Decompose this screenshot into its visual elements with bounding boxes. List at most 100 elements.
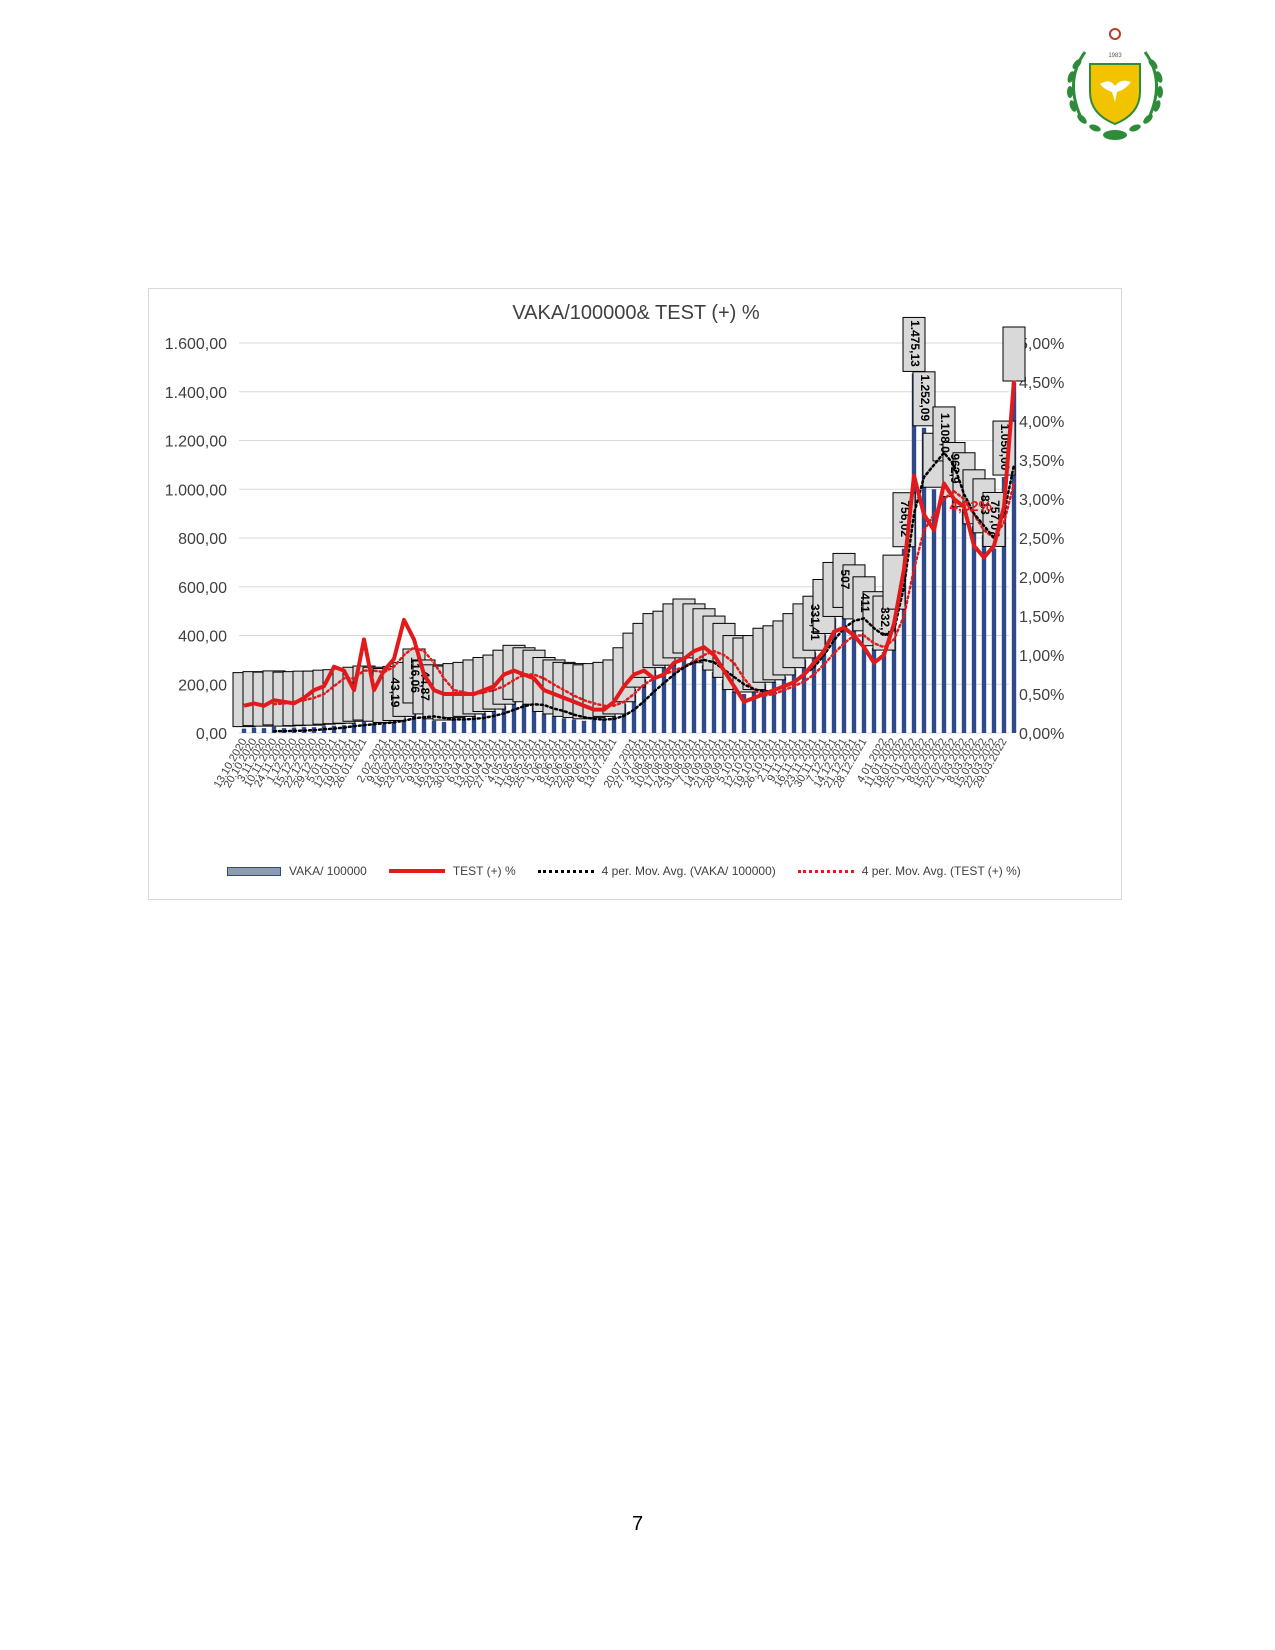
data-label-text: 43,19	[388, 677, 402, 707]
bar-vaka	[731, 691, 737, 733]
legend-label-vaka: VAKA/ 100000	[289, 864, 367, 878]
bar-vaka	[601, 718, 607, 733]
bar-vaka	[401, 718, 407, 733]
bar-vaka	[611, 715, 617, 733]
bar-vaka	[371, 723, 377, 733]
legend-item-test-avg: 4 per. Mov. Avg. (TEST (+) %)	[797, 864, 1021, 878]
bar-vaka	[791, 669, 797, 733]
data-label-box	[1002, 326, 1026, 382]
bar-vaka	[381, 724, 387, 733]
legend-item-vaka: VAKA/ 100000	[227, 864, 367, 878]
chart-title: VAKA/100000& TEST (+) %	[512, 302, 760, 324]
bar-vaka	[591, 719, 597, 733]
bar-vaka	[501, 706, 507, 733]
y-right-tick-label: 0,50%	[1019, 687, 1064, 704]
bar-vaka	[861, 632, 867, 733]
bar-vaka	[421, 715, 427, 733]
bar-vaka	[961, 508, 967, 733]
bar-vaka	[841, 609, 847, 733]
legend-item-vaka-avg: 4 per. Mov. Avg. (VAKA/ 100000)	[537, 864, 776, 878]
bar-vaka	[801, 659, 807, 733]
y-left-tick-label: 0,00	[196, 726, 227, 743]
bar-vaka	[351, 723, 357, 733]
bar-vaka	[241, 728, 247, 733]
bar-vaka	[671, 659, 677, 733]
data-label-box	[912, 371, 936, 427]
legend-label-test: TEST (+) %	[452, 864, 516, 878]
legend-swatch-dotted-black	[537, 869, 594, 873]
bar-vaka	[561, 718, 567, 733]
bar-vaka	[481, 713, 487, 733]
bar-vaka	[491, 711, 497, 733]
line-test-moving-average	[272, 482, 1016, 707]
bar-vaka	[971, 525, 977, 733]
y-left-tick-label: 1.400,00	[165, 385, 227, 402]
bar-vaka	[951, 498, 957, 733]
bar-vaka	[551, 715, 557, 733]
bar-vaka	[761, 684, 767, 733]
bar-vaka	[661, 667, 667, 733]
y-left-tick-label: 200,00	[178, 677, 227, 694]
bar-vaka	[941, 462, 947, 733]
bar-vaka	[911, 373, 917, 733]
bar-vaka	[681, 655, 687, 733]
bar-vaka	[821, 635, 827, 733]
data-label-text: 331,41	[808, 604, 822, 641]
bar-vaka	[511, 701, 517, 733]
chart-container: VAKA/100000& TEST (+) % 0,00 200,00 400,00 6…	[148, 288, 1122, 900]
bar-vaka	[881, 652, 887, 733]
y-left-tick-label: 1.600,00	[165, 336, 227, 353]
bar-vaka	[1011, 383, 1017, 733]
legend-item-test: TEST (+) %	[388, 864, 516, 878]
bar-vaka	[541, 713, 547, 733]
bar-vaka	[621, 703, 627, 733]
data-label-text: 813	[978, 495, 992, 515]
bar-vaka	[831, 618, 837, 733]
y-right-tick-label: 3,00%	[1019, 492, 1064, 509]
bar-vaka	[901, 548, 907, 733]
bar-vaka	[441, 722, 447, 733]
y-left-tick-label: 1.000,00	[165, 482, 227, 499]
crescent-icon	[1109, 28, 1121, 40]
data-label-text: 1.108,0	[938, 413, 952, 453]
bar-vaka	[741, 694, 747, 733]
data-label-text: 507	[838, 569, 852, 589]
y-right-tick-label: 4,00%	[1019, 414, 1064, 431]
bar-vaka	[781, 676, 787, 733]
legend-swatch-bar	[227, 866, 281, 876]
y-right-tick-label: 1,50%	[1019, 609, 1064, 626]
bar-vaka	[931, 489, 937, 733]
bar-vaka	[991, 548, 997, 733]
bar-vaka	[471, 715, 477, 733]
bar-vaka	[711, 672, 717, 733]
chart-svg: VAKA/100000& TEST (+) % 0,00 200,00 400,00 6…	[165, 302, 1065, 790]
bar-vaka	[341, 725, 347, 733]
bar-vaka	[721, 679, 727, 733]
line-test-percent	[243, 380, 1016, 712]
bar-vaka	[391, 722, 397, 733]
bar-vaka	[921, 427, 927, 733]
emblem-logo: 1983	[1055, 22, 1175, 147]
bar-vaka	[651, 669, 657, 733]
y-left-tick-label: 800,00	[178, 531, 227, 548]
data-label-text: 1.475,13	[908, 320, 922, 367]
y-right-tick-label: 2,00%	[1019, 570, 1064, 587]
legend-swatch-dotted-red	[797, 869, 854, 873]
y-right-tick-label: 1,00%	[1019, 648, 1064, 665]
data-label-text: 116,06	[408, 657, 422, 693]
callout-label: 4,52%	[949, 498, 992, 515]
data-label-text: 1.252,09	[918, 374, 932, 421]
bar-vaka	[581, 720, 587, 733]
bar-vaka	[251, 727, 257, 733]
bar-vaka	[531, 706, 537, 733]
bar-vaka	[701, 664, 707, 733]
bar-vaka	[641, 679, 647, 733]
bar-vaka	[871, 647, 877, 733]
legend-label-vaka-avg: 4 per. Mov. Avg. (VAKA/ 100000)	[601, 864, 776, 878]
bar-vaka	[691, 659, 697, 733]
emblem-year: 1983	[1108, 53, 1122, 59]
bar-vaka	[261, 728, 267, 733]
y-right-tick-label: 2,50%	[1019, 531, 1064, 548]
dove-icon	[1100, 80, 1131, 102]
legend-swatch-line	[388, 869, 445, 873]
